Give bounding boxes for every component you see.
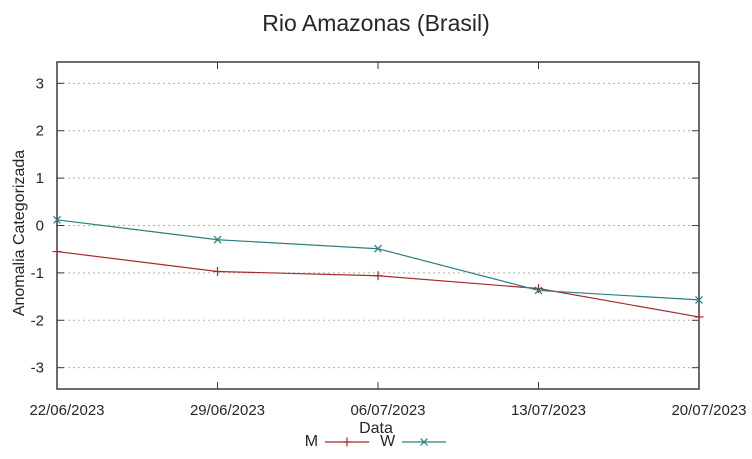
legend-item-W: W <box>380 433 447 451</box>
cross-marker-icon <box>53 215 61 224</box>
legend-swatch-plus-icon <box>325 437 370 447</box>
plus-marker-icon <box>213 266 222 276</box>
cross-marker-icon <box>534 286 543 295</box>
cross-marker-icon <box>695 295 703 304</box>
cross-marker-icon <box>374 244 382 253</box>
series-M <box>52 247 704 322</box>
legend-label: M <box>304 433 319 450</box>
grid-lines <box>58 82 698 369</box>
axis-ticks <box>56 62 700 389</box>
y-tick-label: 1 <box>36 170 44 187</box>
x-tick-label: 13/07/2023 <box>511 402 586 419</box>
plus-marker-icon <box>534 284 543 294</box>
series-line <box>56 219 700 301</box>
y-tick-label: -1 <box>31 265 44 282</box>
y-tick-label: 3 <box>36 75 44 92</box>
x-tick-label: 20/07/2023 <box>671 402 746 419</box>
x-tick-label: 06/07/2023 <box>350 402 425 419</box>
y-tick-label: 2 <box>36 123 44 140</box>
y-tick-label: 0 <box>36 218 44 235</box>
y-tick-label: -2 <box>31 312 44 329</box>
cross-marker-icon <box>213 235 222 244</box>
y-tick-label: -3 <box>31 360 44 377</box>
y-axis-label: Anomalia Categorizada <box>11 149 28 317</box>
series-line <box>56 250 700 318</box>
x-tick-label: 29/06/2023 <box>190 402 265 419</box>
y-tick-labels: 3 2 1 0 -1 -2 -3 <box>31 75 44 376</box>
x-tick-label: 22/06/2023 <box>29 402 104 419</box>
plot-border <box>56 61 700 390</box>
x-axis-label: Data <box>359 420 393 437</box>
legend-label: W <box>380 433 396 450</box>
plus-marker-icon <box>52 247 62 257</box>
plus-marker-icon <box>694 312 704 322</box>
series-W <box>53 215 703 304</box>
plus-marker-icon <box>373 271 383 281</box>
chart-title: Rio Amazonas (Brasil) <box>262 10 490 36</box>
legend-item-M: M <box>305 433 370 451</box>
x-tick-labels: 22/06/2023 29/06/2023 06/07/2023 13/07/2023… <box>29 402 746 419</box>
legend-swatch-cross-icon <box>402 438 447 446</box>
